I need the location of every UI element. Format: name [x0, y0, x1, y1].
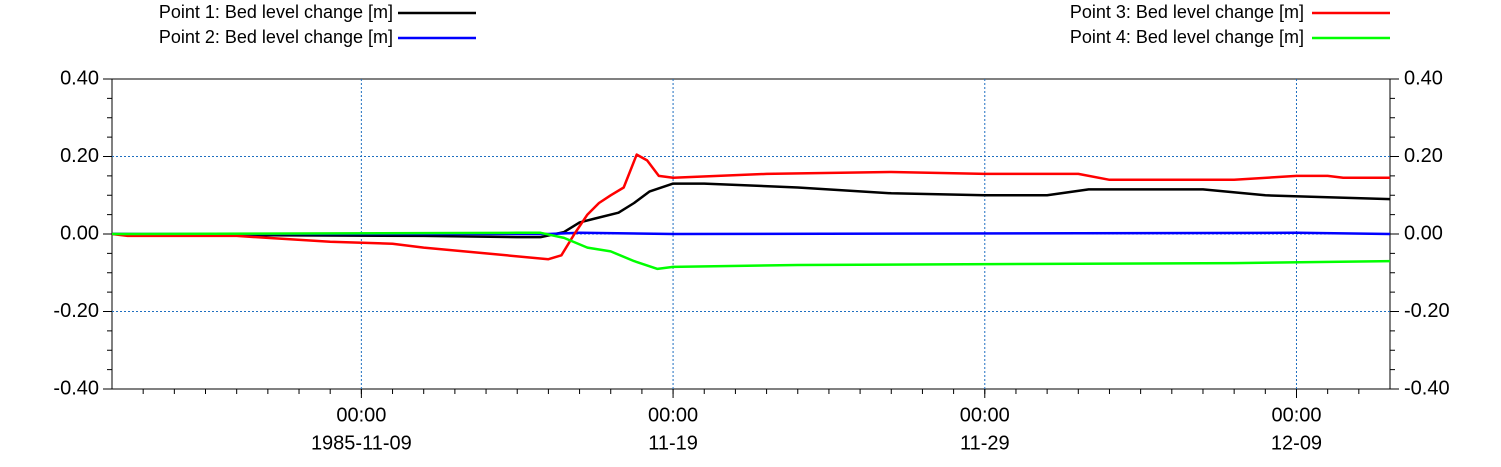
legend-label: Point 2: Bed level change [m]: [159, 27, 393, 47]
legend-label: Point 1: Bed level change [m]: [159, 2, 393, 22]
x-tick-date-label: 11-19: [648, 432, 698, 454]
y2-tick-label: 0.40: [1404, 67, 1443, 89]
y-tick-label: -0.20: [53, 300, 99, 322]
legend-label: Point 4: Bed level change [m]: [1070, 27, 1304, 47]
y-tick-label: 0.40: [60, 67, 99, 89]
x-tick-label: 00:00: [960, 404, 1010, 426]
series-line: [111, 231, 1391, 271]
x-tick-label: 00:00: [648, 404, 698, 426]
legend-label: Point 3: Bed level change [m]: [1070, 2, 1304, 22]
y-tick-label: 0.20: [60, 145, 99, 167]
series-line: [111, 153, 1390, 261]
x-tick-date-label: 12-09: [1271, 432, 1322, 454]
x-tick-label: 00:00: [1271, 404, 1321, 426]
y2-tick-label: 0.00: [1404, 222, 1443, 244]
x-tick-date-label: 11-29: [960, 432, 1010, 454]
x-tick-label: 00:00: [336, 404, 386, 426]
y2-tick-label: 0.20: [1404, 145, 1443, 167]
x-tick-date-label: 1985-11-09: [311, 432, 412, 454]
y-tick-label: 0.00: [60, 222, 99, 244]
y-tick-label: -0.40: [53, 377, 99, 399]
y2-tick-label: -0.40: [1404, 377, 1450, 399]
y2-tick-label: -0.20: [1404, 300, 1450, 322]
series-line: [111, 182, 1391, 239]
